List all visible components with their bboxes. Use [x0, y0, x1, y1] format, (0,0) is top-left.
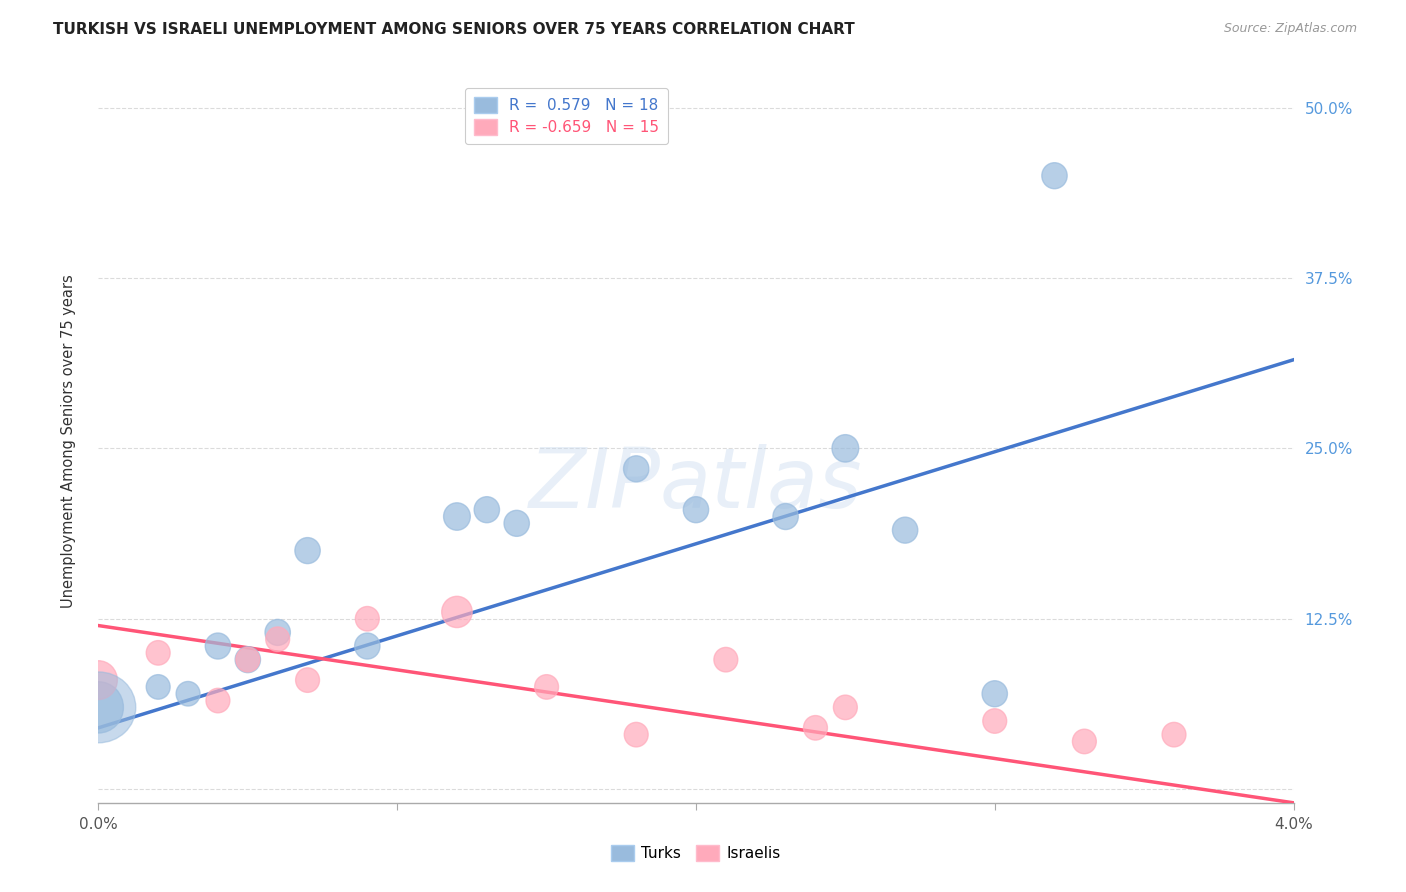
Ellipse shape: [146, 640, 170, 665]
Ellipse shape: [832, 434, 859, 462]
Text: TURKISH VS ISRAELI UNEMPLOYMENT AMONG SENIORS OVER 75 YEARS CORRELATION CHART: TURKISH VS ISRAELI UNEMPLOYMENT AMONG SE…: [53, 22, 855, 37]
Ellipse shape: [73, 681, 124, 733]
Ellipse shape: [60, 672, 136, 743]
Ellipse shape: [893, 517, 918, 543]
Ellipse shape: [624, 723, 648, 747]
Ellipse shape: [235, 647, 260, 673]
Ellipse shape: [714, 648, 738, 672]
Ellipse shape: [443, 503, 471, 530]
Legend: Turks, Israelis: Turks, Israelis: [605, 839, 787, 867]
Ellipse shape: [264, 619, 291, 646]
Ellipse shape: [356, 607, 380, 631]
Ellipse shape: [205, 633, 231, 659]
Ellipse shape: [441, 597, 472, 628]
Text: ZIPatlas: ZIPatlas: [529, 444, 863, 525]
Ellipse shape: [266, 627, 290, 651]
Text: Source: ZipAtlas.com: Source: ZipAtlas.com: [1223, 22, 1357, 36]
Ellipse shape: [176, 681, 200, 706]
Y-axis label: Unemployment Among Seniors over 75 years: Unemployment Among Seniors over 75 years: [60, 275, 76, 608]
Ellipse shape: [834, 695, 858, 720]
Ellipse shape: [295, 538, 321, 564]
Ellipse shape: [474, 497, 499, 523]
Ellipse shape: [1163, 723, 1187, 747]
Ellipse shape: [80, 661, 117, 699]
Ellipse shape: [1073, 729, 1097, 754]
Ellipse shape: [236, 648, 260, 672]
Ellipse shape: [804, 715, 827, 740]
Ellipse shape: [683, 497, 709, 523]
Ellipse shape: [146, 674, 170, 699]
Ellipse shape: [534, 674, 558, 699]
Ellipse shape: [354, 633, 380, 659]
Ellipse shape: [981, 681, 1008, 706]
Ellipse shape: [983, 709, 1007, 733]
Ellipse shape: [295, 668, 319, 692]
Ellipse shape: [623, 456, 650, 482]
Ellipse shape: [503, 510, 530, 536]
Ellipse shape: [207, 689, 231, 713]
Ellipse shape: [773, 503, 799, 530]
Ellipse shape: [1042, 162, 1067, 189]
